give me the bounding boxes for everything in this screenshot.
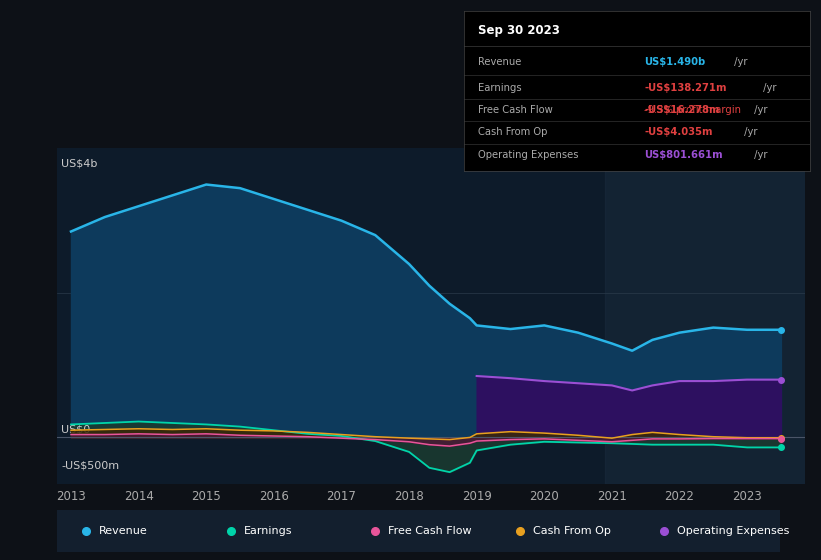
Text: /yr: /yr bbox=[741, 128, 758, 138]
Text: /yr: /yr bbox=[732, 57, 748, 67]
Text: Sep 30 2023: Sep 30 2023 bbox=[478, 24, 560, 37]
Text: Free Cash Flow: Free Cash Flow bbox=[388, 526, 472, 535]
Text: Operating Expenses: Operating Expenses bbox=[677, 526, 790, 535]
Text: /yr: /yr bbox=[760, 83, 777, 93]
Bar bbox=[605, 148, 821, 484]
Text: Free Cash Flow: Free Cash Flow bbox=[478, 105, 553, 115]
Text: Revenue: Revenue bbox=[99, 526, 148, 535]
Text: -US$4.035m: -US$4.035m bbox=[644, 128, 713, 138]
Text: Earnings: Earnings bbox=[244, 526, 292, 535]
Text: /yr: /yr bbox=[750, 105, 768, 115]
Text: US$1.490b: US$1.490b bbox=[644, 57, 705, 67]
Text: Earnings: Earnings bbox=[478, 83, 521, 93]
Text: US$0: US$0 bbox=[62, 424, 90, 434]
Text: Revenue: Revenue bbox=[478, 57, 521, 67]
Text: US$4b: US$4b bbox=[62, 158, 98, 169]
Text: Operating Expenses: Operating Expenses bbox=[478, 150, 578, 160]
Text: US$801.661m: US$801.661m bbox=[644, 150, 722, 160]
Text: -US$138.271m: -US$138.271m bbox=[644, 83, 727, 93]
Text: Cash From Op: Cash From Op bbox=[478, 128, 547, 138]
Text: -US$500m: -US$500m bbox=[62, 460, 119, 470]
Text: -US$16.278m: -US$16.278m bbox=[644, 105, 719, 115]
Text: /yr: /yr bbox=[750, 150, 768, 160]
Text: -9.3% profit margin: -9.3% profit margin bbox=[644, 105, 741, 115]
Text: Cash From Op: Cash From Op bbox=[533, 526, 611, 535]
